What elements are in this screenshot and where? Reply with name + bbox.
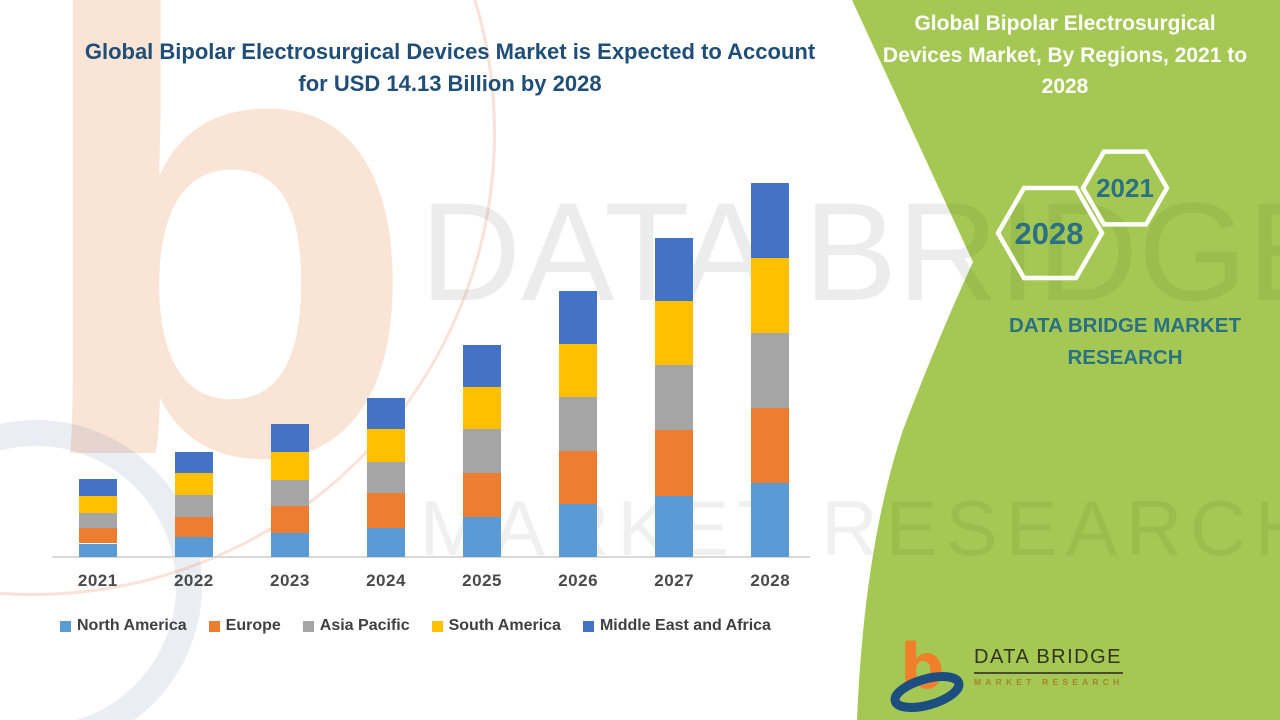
legend-label: Asia Pacific bbox=[319, 617, 410, 634]
chart-legend: North America Europe Asia Pacific South Ame… bbox=[60, 617, 771, 635]
bar-segment bbox=[751, 483, 790, 557]
bar-segment bbox=[751, 257, 790, 333]
legend-label: Europe bbox=[225, 617, 281, 634]
green-panel-shape bbox=[852, 0, 1280, 720]
bar-segment bbox=[751, 407, 790, 484]
bar-segment bbox=[78, 543, 117, 557]
watermark-marketresearch-text-green: MARKET RESEARCH bbox=[420, 484, 1280, 572]
bar-segment bbox=[463, 387, 502, 430]
legend-swatch bbox=[582, 620, 594, 632]
legend-swatch bbox=[431, 620, 443, 632]
bar-segment bbox=[78, 479, 117, 497]
bar-segment bbox=[463, 516, 502, 557]
bar-segment bbox=[174, 452, 213, 473]
bar-segment bbox=[655, 495, 694, 557]
panel-title: Global Bipolar Electrosurgical Devices M… bbox=[882, 12, 1248, 98]
bar-segment bbox=[174, 516, 213, 538]
databridge-logo: b DATA BRIDGE MARKET RESEARCH bbox=[890, 630, 1124, 714]
bar-segment bbox=[655, 238, 694, 301]
bar-segment bbox=[559, 344, 598, 397]
bar-segment bbox=[655, 300, 694, 365]
bar-segment bbox=[174, 537, 213, 557]
bar-segment bbox=[367, 461, 405, 494]
bar-segment bbox=[78, 527, 117, 544]
legend-label: South America bbox=[448, 617, 561, 634]
x-axis-line bbox=[52, 556, 810, 558]
bar-segment bbox=[270, 505, 309, 534]
x-axis-label: 2024 bbox=[366, 571, 406, 590]
hexagon-2021-label: 2021 bbox=[1096, 173, 1154, 203]
logo-divider bbox=[974, 672, 1124, 674]
databridge-logo-text: DATA BRIDGE MARKET RESEARCH bbox=[974, 646, 1124, 687]
legend-item: Asia Pacific bbox=[302, 617, 410, 635]
x-axis-label: 2022 bbox=[173, 571, 214, 590]
bar-segment bbox=[367, 527, 405, 557]
bar-segment bbox=[174, 472, 213, 496]
bar-segment bbox=[559, 450, 598, 505]
bar-segment bbox=[270, 451, 309, 480]
hexagon-2028 bbox=[995, 185, 1105, 281]
legend-item: Europe bbox=[208, 617, 281, 635]
bar-segment bbox=[270, 533, 309, 557]
bar-segment bbox=[463, 429, 502, 474]
legend-label: North America bbox=[77, 617, 187, 634]
bar-segment bbox=[559, 504, 598, 557]
legend-swatch bbox=[302, 620, 314, 632]
x-axis-label: 2027 bbox=[654, 571, 695, 590]
bar-segment bbox=[751, 183, 790, 258]
chart-title: Global Bipolar Electrosurgical Devices M… bbox=[84, 39, 816, 96]
logo-name: DATA BRIDGE bbox=[974, 646, 1123, 668]
bar-segment bbox=[655, 429, 694, 496]
databridge-logo-icon: b bbox=[890, 630, 970, 714]
bar-segment bbox=[270, 423, 309, 452]
legend-label: Middle East and Africa bbox=[599, 617, 771, 634]
bar-segment bbox=[559, 290, 598, 345]
bar-segment bbox=[78, 496, 117, 514]
bar-segment bbox=[78, 513, 117, 528]
bar-segment bbox=[367, 397, 405, 430]
x-axis-label: 2026 bbox=[558, 571, 599, 590]
legend-swatch bbox=[208, 620, 220, 632]
x-axis-label: 2025 bbox=[462, 571, 502, 590]
logo-subtitle: MARKET RESEARCH bbox=[974, 677, 1124, 687]
x-axis-label: 2028 bbox=[750, 571, 791, 590]
bar-segment bbox=[463, 344, 502, 388]
legend-item: Middle East and Africa bbox=[582, 617, 771, 635]
hexagon-2021 bbox=[1080, 149, 1170, 227]
bar-segment bbox=[174, 495, 213, 517]
legend-item: South America bbox=[431, 617, 561, 635]
bar-segment bbox=[463, 473, 502, 517]
bar-segment bbox=[270, 479, 309, 506]
legend-swatch bbox=[60, 620, 71, 632]
svg-text:b: b bbox=[900, 632, 944, 703]
bar-segment bbox=[367, 429, 405, 462]
bar-segment bbox=[559, 396, 598, 451]
bar-segment bbox=[367, 493, 405, 528]
panel-brand-text: DATA BRIDGE MARKET RESEARCH bbox=[1009, 314, 1241, 369]
hexagon-2028-label: 2028 bbox=[1015, 216, 1084, 251]
x-axis-label: 2023 bbox=[270, 571, 310, 590]
bar-segment bbox=[655, 364, 694, 430]
x-axis-label: 2021 bbox=[77, 571, 118, 590]
legend-item: North America bbox=[60, 617, 187, 635]
bar-segment bbox=[751, 332, 790, 408]
